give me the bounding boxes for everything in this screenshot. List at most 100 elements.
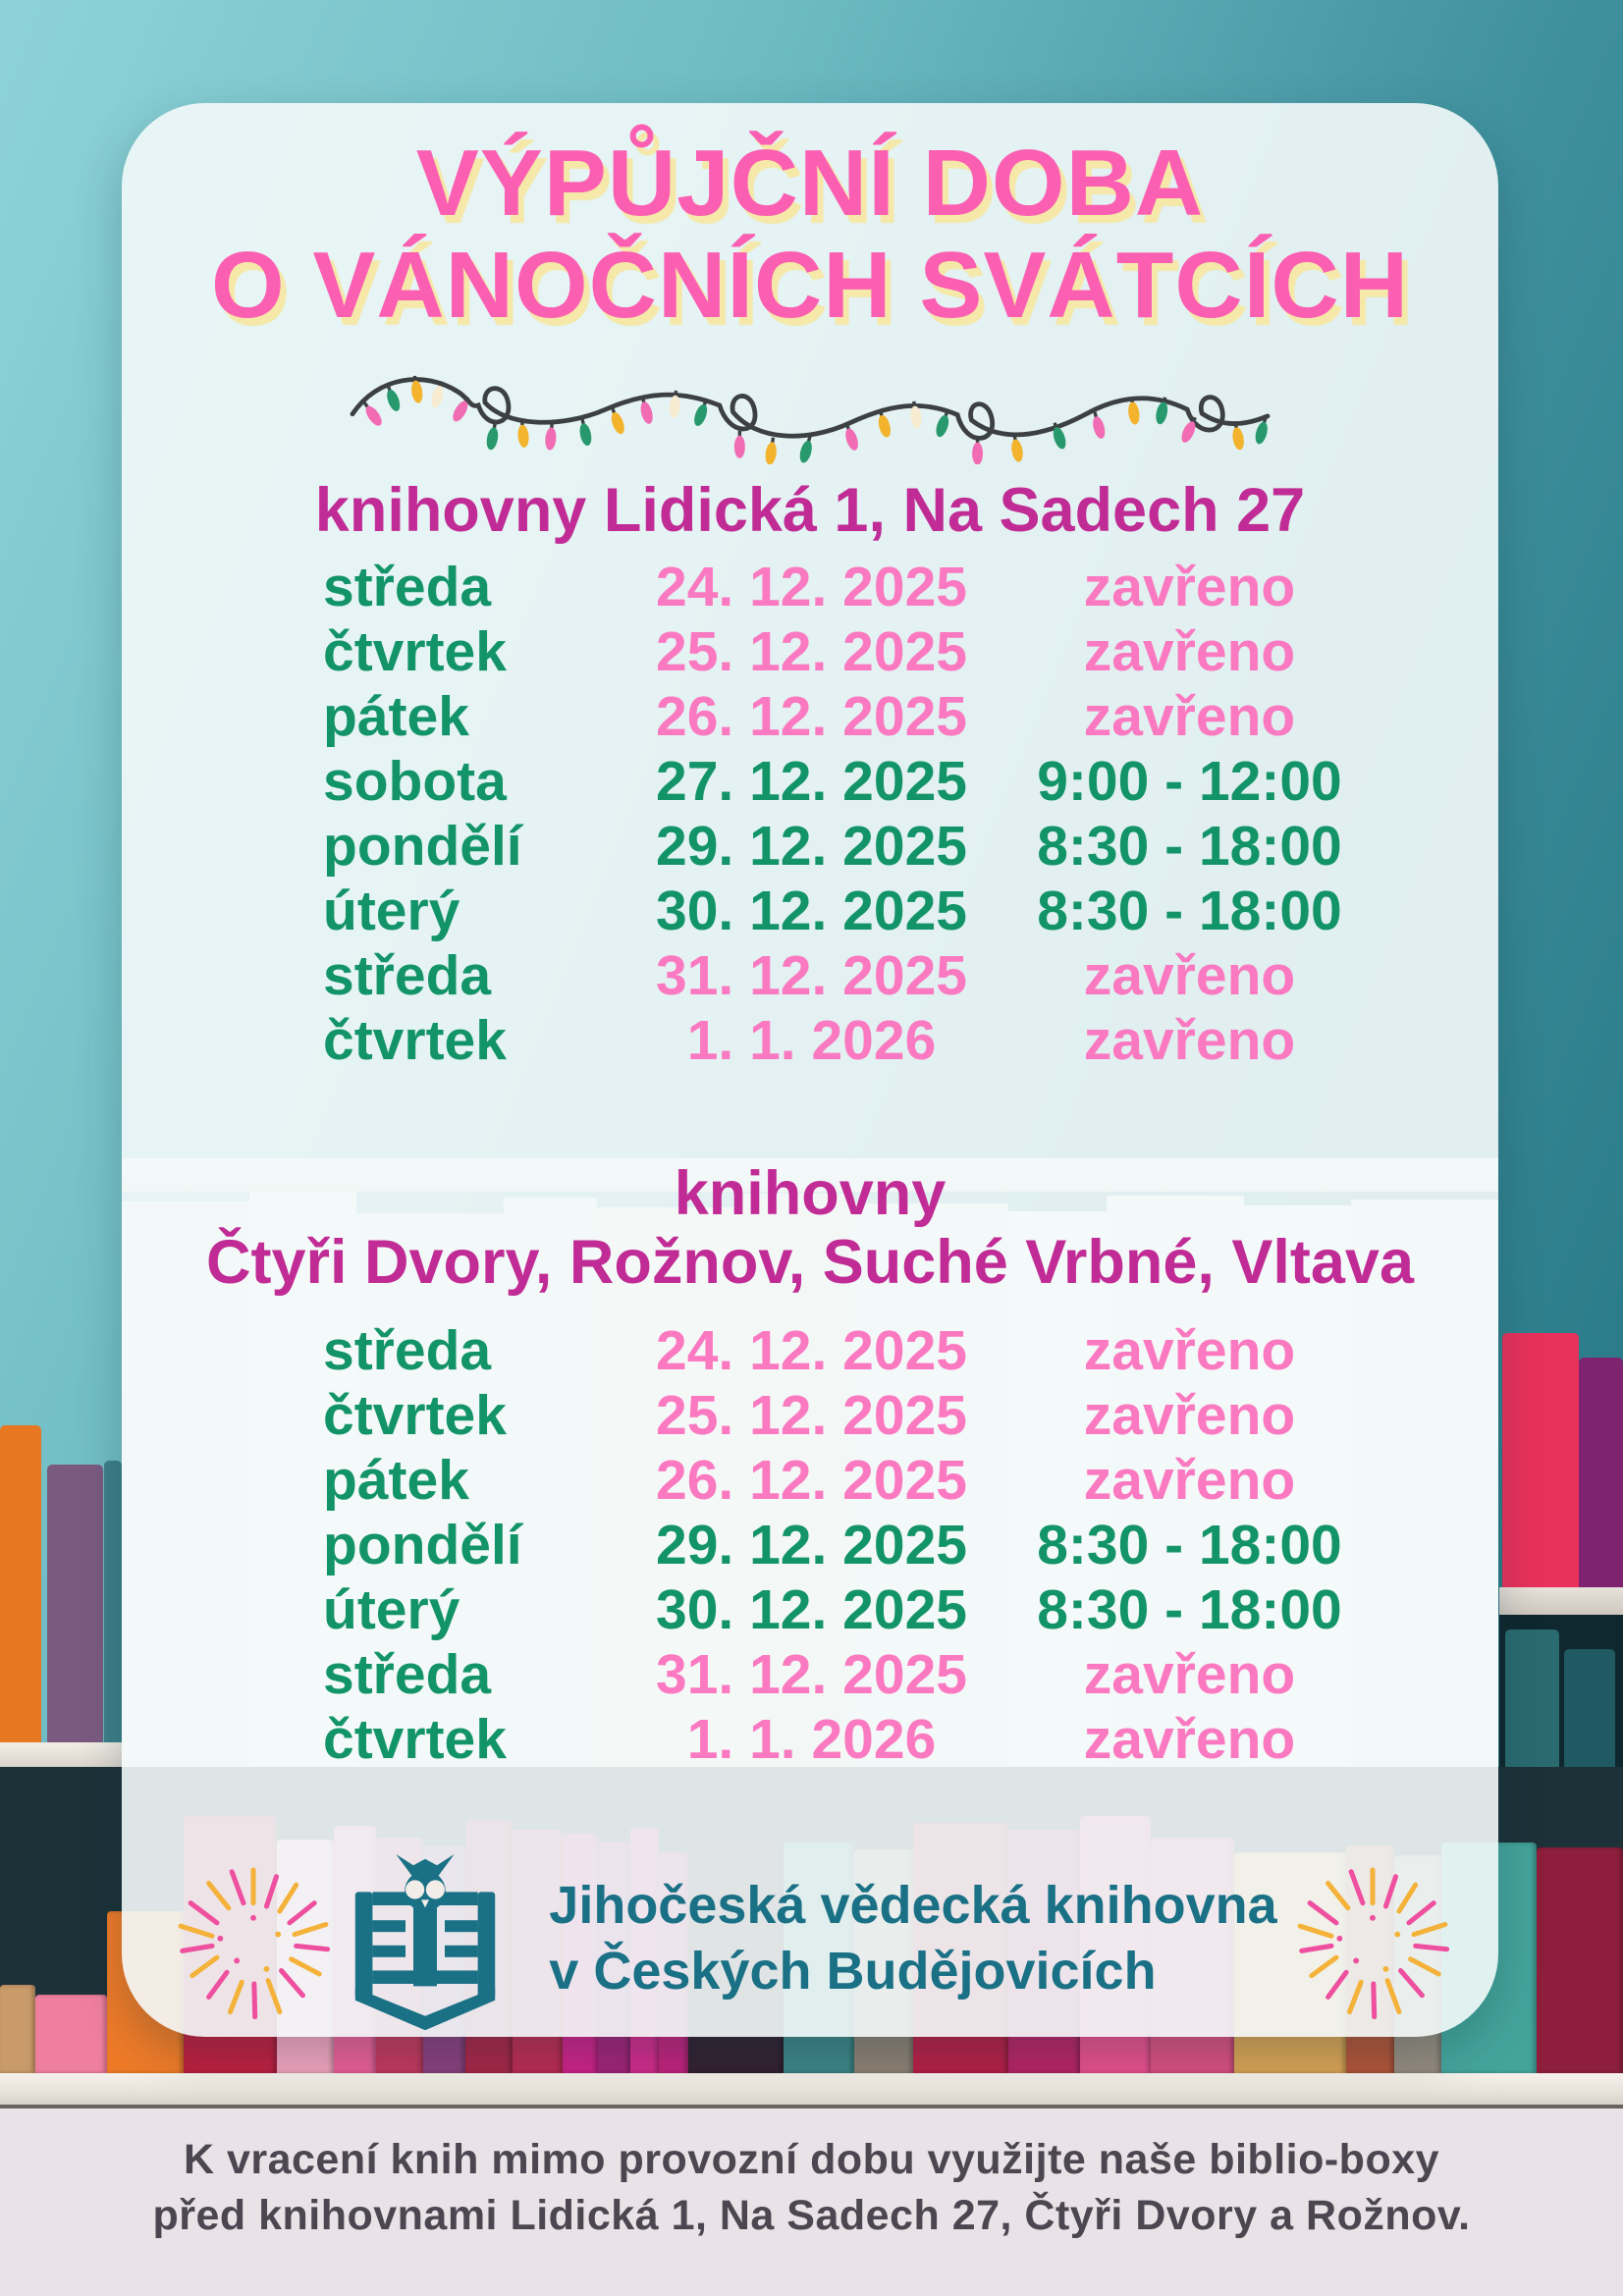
date-cell: 25. 12. 2025 (656, 1384, 967, 1447)
light-bulb-icon (386, 384, 401, 411)
footer-note-line1: K vracení knih mimo provozní dobu využij… (183, 2136, 1440, 2183)
hours-cell: 8:30 - 18:00 (1037, 880, 1342, 942)
schedule-row: středa 24. 12. 2025 zavřeno (323, 1318, 1498, 1383)
hours-cell: zavřeno (1083, 620, 1296, 683)
section2-header: knihovny Čtyři Dvory, Rožnov, Suché Vrbn… (206, 1159, 1414, 1297)
library-name: Jihočeská vědecká knihovna v Českých Bud… (549, 1873, 1276, 2004)
schedule-row: čtvrtek 25. 12. 2025 zavřeno (323, 1383, 1498, 1448)
schedule-row: čtvrtek 1. 1. 2026 zavřeno (323, 1008, 1498, 1073)
light-bulb-icon (640, 397, 653, 424)
light-bulb-icon (517, 419, 529, 448)
footer-note-line2: před knihovnami Lidická 1, Na Sadech 27,… (152, 2192, 1471, 2239)
light-bulb-icon (545, 422, 557, 451)
day-cell: pátek (323, 685, 469, 748)
date-cell: 24. 12. 2025 (656, 1319, 967, 1382)
date-cell: 1. 1. 2026 (686, 1708, 937, 1771)
light-bulb-icon (486, 422, 499, 451)
light-bulb-icon (362, 401, 382, 426)
poster-title-line1: VÝPŮJČNÍ DOBA (415, 131, 1205, 236)
main-shelf-board (0, 2073, 1623, 2109)
hours-cell: zavřeno (1083, 1449, 1296, 1512)
light-bulb-icon (878, 409, 891, 438)
hours-cell: zavřeno (1083, 1708, 1296, 1771)
hours-cell: 8:30 - 18:00 (1037, 1578, 1342, 1641)
hours-cell: 8:30 - 18:00 (1037, 815, 1342, 878)
section2-header-line1: knihovny (674, 1159, 947, 1228)
date-cell: 30. 12. 2025 (656, 1578, 967, 1641)
firework-icon (1290, 1860, 1455, 2025)
day-cell: středa (323, 944, 492, 1007)
date-cell: 31. 12. 2025 (656, 1643, 967, 1706)
date-cell: 29. 12. 2025 (656, 815, 967, 878)
day-cell: čtvrtek (323, 1009, 507, 1072)
day-cell: pátek (323, 1449, 469, 1512)
book-spine (47, 1465, 103, 1745)
date-cell: 29. 12. 2025 (656, 1514, 967, 1576)
light-bulb-icon (844, 423, 858, 451)
schedule-row: středa 31. 12. 2025 zavřeno (323, 943, 1498, 1008)
christmas-lights-icon (350, 375, 1271, 464)
schedule-table-2: středa 24. 12. 2025 zavřeno čtvrtek 25. 12. … (122, 1318, 1498, 1772)
schedule-row: čtvrtek 1. 1. 2026 zavřeno (323, 1707, 1498, 1772)
poster-title: VÝPŮJČNÍ DOBA O VÁNOČNÍCH SVÁTCÍCH (211, 133, 1409, 337)
schedule-row: pondělí 29. 12. 2025 8:30 - 18:00 (323, 814, 1498, 879)
light-bulb-icon (765, 437, 777, 464)
firework-icon (178, 1867, 331, 2020)
book-spine (104, 1461, 122, 1745)
date-cell: 27. 12. 2025 (656, 750, 967, 813)
day-cell: čtvrtek (323, 1708, 507, 1771)
light-bulb-icon (1156, 397, 1168, 425)
book-spine (0, 1985, 36, 2073)
light-bulb-icon (799, 435, 812, 463)
poster-title-line2: O VÁNOČNÍCH SVÁTCÍCH (210, 233, 1410, 338)
light-bulb-icon (733, 430, 745, 458)
shelf-edge-line (0, 2105, 1623, 2109)
schedule-table-1: středa 24. 12. 2025 zavřeno čtvrtek 25. 12. … (122, 555, 1498, 1073)
light-bulb-icon (972, 437, 984, 464)
day-cell: čtvrtek (323, 1384, 507, 1447)
schedule-row: pátek 26. 12. 2025 zavřeno (323, 1448, 1498, 1513)
date-cell: 26. 12. 2025 (656, 685, 967, 748)
footer-band (0, 2109, 1623, 2296)
light-bulb-icon (936, 409, 949, 438)
light-bulb-icon (1093, 411, 1106, 439)
schedule-row: středa 31. 12. 2025 zavřeno (323, 1642, 1498, 1707)
day-cell: středa (323, 1643, 492, 1706)
day-cell: úterý (323, 1578, 460, 1641)
footer-note: K vracení knih mimo provozní dobu využij… (0, 2132, 1623, 2244)
book-spine (35, 1995, 107, 2073)
section2-header-line2: Čtyři Dvory, Rožnov, Suché Vrbné, Vltava (205, 1228, 1414, 1297)
schedule-row: středa 24. 12. 2025 zavřeno (323, 555, 1498, 619)
hours-cell: zavřeno (1083, 556, 1296, 618)
book-spine (1536, 1847, 1623, 2073)
hours-cell: zavřeno (1083, 944, 1296, 1007)
schedule-row: čtvrtek 25. 12. 2025 zavřeno (323, 619, 1498, 684)
hours-cell: 8:30 - 18:00 (1037, 1514, 1342, 1576)
light-bulb-icon (579, 418, 592, 447)
hours-cell: zavřeno (1083, 1319, 1296, 1382)
light-bulb-icon (1232, 422, 1244, 451)
day-cell: úterý (323, 880, 460, 942)
day-cell: středa (323, 556, 492, 618)
schedule-row: sobota 27. 12. 2025 9:00 - 12:00 (323, 749, 1498, 814)
book-spine (1502, 1333, 1579, 1587)
schedule-row: úterý 30. 12. 2025 8:30 - 18:00 (323, 879, 1498, 943)
schedule-row: pátek 26. 12. 2025 zavřeno (323, 684, 1498, 749)
light-bulb-icon (1128, 397, 1140, 425)
hours-cell: zavřeno (1083, 1009, 1296, 1072)
light-bulb-icon (431, 380, 444, 408)
day-cell: pondělí (323, 815, 522, 878)
light-bulb-icon (453, 396, 470, 422)
date-cell: 30. 12. 2025 (656, 880, 967, 942)
book-spine (1579, 1358, 1623, 1587)
day-cell: čtvrtek (323, 620, 507, 683)
poster-card: VÝPŮJČNÍ DOBA O VÁNOČNÍCH SVÁTCÍCH kniho… (122, 103, 1498, 2037)
shelf-board (0, 1742, 122, 1770)
light-bulb-icon (1181, 416, 1197, 443)
hours-cell: 9:00 - 12:00 (1037, 750, 1342, 813)
light-bulb-icon (1053, 422, 1066, 450)
date-cell: 31. 12. 2025 (656, 944, 967, 1007)
hours-cell: zavřeno (1083, 685, 1296, 748)
library-logo-row: Jihočeská vědecká knihovna v Českých Bud… (122, 1841, 1498, 2037)
hours-cell: zavřeno (1083, 1384, 1296, 1447)
